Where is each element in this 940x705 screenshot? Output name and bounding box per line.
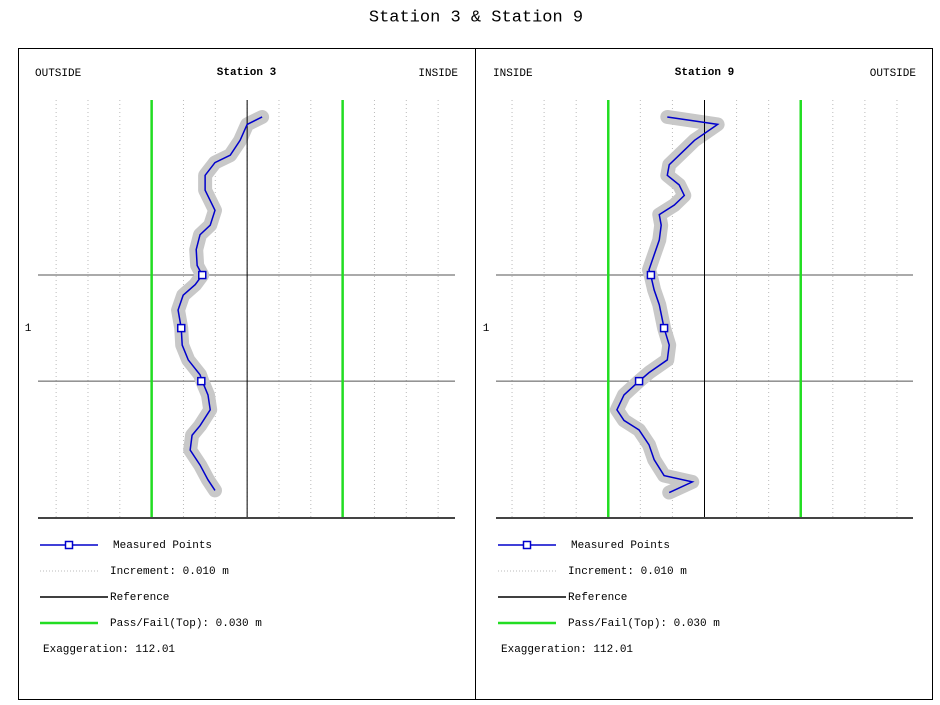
y-tick-label: 1 <box>25 323 32 335</box>
legend-marker <box>522 540 532 550</box>
chart-title: Station 3 <box>217 67 277 79</box>
measured-point <box>646 270 656 280</box>
measured-point <box>176 323 186 333</box>
left-label: OUTSIDE <box>35 68 82 80</box>
measured-point <box>659 323 669 333</box>
exaggeration: Exaggeration: 112.01 <box>43 644 175 656</box>
legend-marker <box>64 540 74 550</box>
measured-line <box>177 116 263 491</box>
measured-point <box>634 376 644 386</box>
chart-title: Station 9 <box>675 67 734 79</box>
legend-label: Reference <box>568 592 627 604</box>
legend-label: Pass/Fail(Top): 0.030 m <box>568 618 720 630</box>
legend-label: Pass/Fail(Top): 0.030 m <box>110 618 262 630</box>
measured-line <box>616 116 720 494</box>
legend-label: Measured Points <box>571 540 670 552</box>
measured-point <box>197 376 206 386</box>
right-label: OUTSIDE <box>870 68 917 80</box>
right-label: INSIDE <box>418 68 458 80</box>
exaggeration: Exaggeration: 112.01 <box>501 644 633 656</box>
y-tick-label: 1 <box>483 323 490 335</box>
legend-label: Reference <box>110 592 169 604</box>
left-label: INSIDE <box>493 68 533 80</box>
legend-label: Measured Points <box>113 540 212 552</box>
measured-point <box>198 270 207 280</box>
legend-label: Increment: 0.010 m <box>110 566 229 578</box>
legend-label: Increment: 0.010 m <box>568 566 687 578</box>
panel <box>475 48 933 700</box>
point-cloud <box>171 109 270 498</box>
page-title: Station 3 & Station 9 <box>369 8 583 27</box>
